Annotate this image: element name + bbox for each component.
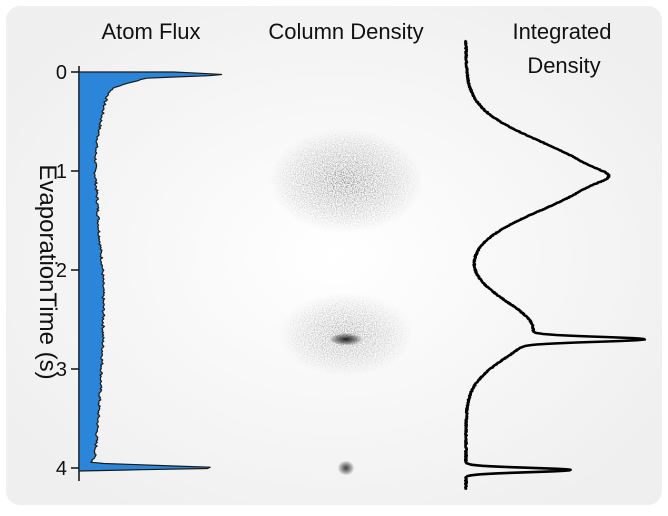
atom-cloud-0 bbox=[269, 128, 423, 234]
integrated-density-line bbox=[464, 39, 647, 491]
y-tick-label-3: 3 bbox=[56, 359, 67, 381]
integrated-density-plot bbox=[464, 39, 647, 491]
atom-flux-area bbox=[78, 71, 223, 472]
y-axis-label: EvaporationTime (s) bbox=[34, 164, 61, 379]
atom-cloud-3 bbox=[337, 460, 355, 476]
y-tick-label-2: 2 bbox=[56, 260, 67, 282]
image-background bbox=[6, 6, 662, 505]
integrated-density-title-line1: Integrated bbox=[512, 19, 611, 44]
y-tick-label-0: 0 bbox=[56, 62, 67, 84]
y-tick-label-1: 1 bbox=[56, 161, 67, 183]
flux-title: Atom Flux bbox=[101, 19, 200, 44]
atom-flux-plot bbox=[78, 71, 223, 472]
column-density-title: Column Density bbox=[268, 19, 423, 44]
atom-cloud-2 bbox=[329, 333, 363, 346]
integrated-density-title-line2: Density bbox=[527, 53, 600, 78]
y-tick-label-4: 4 bbox=[56, 458, 67, 480]
column-density-image bbox=[269, 128, 423, 476]
